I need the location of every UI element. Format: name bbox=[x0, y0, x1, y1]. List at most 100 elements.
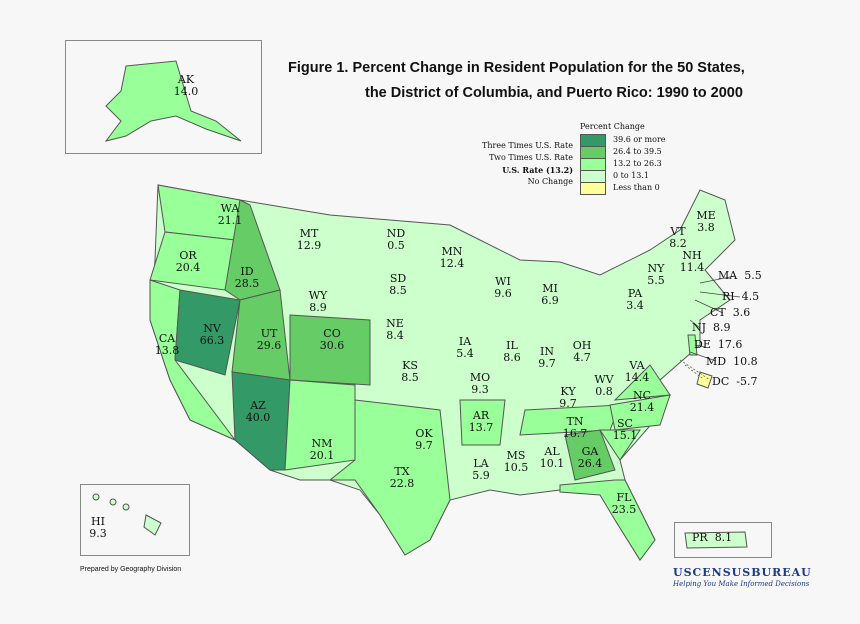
state-value: 30.6 bbox=[319, 339, 345, 352]
state-label-de: DE 17.6 bbox=[694, 339, 742, 351]
state-value: 20.4 bbox=[175, 261, 201, 274]
state-label-vt: VT 8.2 bbox=[669, 226, 687, 250]
state-value: 16.7 bbox=[562, 427, 588, 440]
state-label-sd: SD 8.5 bbox=[389, 273, 407, 297]
state-abbr: IL bbox=[506, 339, 518, 352]
state-abbr: NY bbox=[647, 262, 665, 275]
state-abbr: ID bbox=[240, 265, 254, 278]
title-line-2: the District of Columbia, and Puerto Ric… bbox=[365, 85, 743, 101]
state-abbr: DE bbox=[694, 338, 711, 351]
state-label-ma: MA 5.5 bbox=[718, 270, 762, 282]
state-value: 8.1 bbox=[714, 531, 733, 544]
state-abbr: SC bbox=[617, 417, 633, 430]
state-label-mo: MO 9.3 bbox=[470, 372, 490, 396]
state-label-tx: TX 22.8 bbox=[390, 466, 415, 490]
state-label-mt: MT 12.9 bbox=[297, 228, 322, 252]
state-value: 10.8 bbox=[733, 355, 758, 368]
legend-heading: Percent Change bbox=[580, 122, 645, 131]
state-value: 10.5 bbox=[503, 461, 529, 474]
state-abbr: GA bbox=[581, 445, 599, 458]
state-value: 22.8 bbox=[389, 477, 415, 490]
state-value: 40.0 bbox=[245, 411, 271, 424]
state-label-or: OR 20.4 bbox=[176, 250, 201, 274]
state-abbr: WA bbox=[220, 202, 240, 215]
state-value: 21.4 bbox=[629, 401, 655, 414]
state-value: 5.5 bbox=[647, 274, 665, 287]
legend-range: 26.4 to 39.5 bbox=[613, 147, 662, 156]
state-label-tn: TN 16.7 bbox=[563, 416, 588, 440]
state-label-ny: NY 5.5 bbox=[647, 263, 665, 287]
state-abbr: MT bbox=[299, 227, 319, 240]
state-value: 6.9 bbox=[541, 294, 559, 307]
state-value: 28.5 bbox=[234, 277, 260, 290]
state-value: 8.2 bbox=[669, 237, 687, 250]
state-label-ms: MS 10.5 bbox=[504, 450, 529, 474]
state-value: 29.6 bbox=[256, 339, 282, 352]
state-abbr: NJ bbox=[692, 321, 707, 334]
state-abbr: MA bbox=[718, 269, 738, 282]
state-value: 9.7 bbox=[415, 439, 433, 452]
state-value: 13.7 bbox=[468, 421, 494, 434]
state-abbr: WY bbox=[308, 289, 328, 302]
state-de bbox=[687, 334, 698, 356]
state-abbr: KY bbox=[560, 385, 576, 398]
state-label-ne: NE 8.4 bbox=[386, 318, 404, 342]
state-value: 5.5 bbox=[744, 269, 762, 282]
title-line-1: Figure 1. Percent Change in Resident Pop… bbox=[288, 60, 745, 76]
state-value: 66.3 bbox=[199, 334, 225, 347]
state-value: 4.5 bbox=[741, 290, 760, 303]
state-label-ri: RI 4.5 bbox=[722, 291, 759, 303]
state-abbr: NH bbox=[682, 249, 702, 262]
legend-label: Two Times U.S. Rate bbox=[489, 153, 573, 162]
state-label-ar: AR 13.7 bbox=[469, 410, 494, 434]
state-value: 3.4 bbox=[626, 299, 644, 312]
state-ga bbox=[564, 429, 616, 481]
state-label-il: IL 8.6 bbox=[503, 340, 521, 364]
state-abbr: OR bbox=[179, 249, 197, 262]
puerto-rico-inset bbox=[674, 522, 772, 558]
hawaii-shape bbox=[92, 493, 162, 536]
state-abbr: AK bbox=[177, 73, 195, 86]
state-abbr: NV bbox=[203, 322, 221, 335]
state-value: 3.6 bbox=[732, 306, 751, 319]
state-value: 15.1 bbox=[612, 429, 638, 442]
state-label-hi: HI 9.3 bbox=[89, 516, 107, 540]
state-abbr: VT bbox=[670, 225, 686, 238]
state-label-nh: NH 11.4 bbox=[680, 250, 705, 274]
state-value: 14.0 bbox=[173, 85, 199, 98]
state-label-sc: SC 15.1 bbox=[613, 418, 638, 442]
state-label-oh: OH 4.7 bbox=[573, 340, 592, 364]
state-label-pr: PR 8.1 bbox=[692, 532, 732, 544]
state-label-me: ME 3.8 bbox=[696, 210, 715, 234]
state-value: 23.5 bbox=[611, 503, 637, 516]
state-label-md: MD 10.8 bbox=[706, 356, 758, 368]
state-abbr: AZ bbox=[250, 399, 266, 412]
state-label-nv: NV 66.3 bbox=[200, 323, 225, 347]
legend-range: Less than 0 bbox=[613, 183, 660, 192]
state-abbr: AL bbox=[544, 445, 560, 458]
state-label-wy: WY 8.9 bbox=[309, 290, 328, 314]
state-ar bbox=[459, 399, 506, 446]
state-value: 14.4 bbox=[624, 371, 650, 384]
state-abbr: MI bbox=[542, 282, 558, 295]
state-abbr: PA bbox=[627, 287, 643, 300]
state-label-pa: PA 3.4 bbox=[626, 288, 644, 312]
state-label-wv: WV 0.8 bbox=[594, 374, 613, 398]
state-abbr: DC bbox=[712, 375, 730, 388]
state-label-ut: UT 29.6 bbox=[257, 328, 282, 352]
state-label-fl: FL 23.5 bbox=[612, 492, 637, 516]
state-label-ak: AK 14.0 bbox=[174, 74, 199, 98]
state-label-id: ID 28.5 bbox=[235, 266, 260, 290]
state-abbr: CO bbox=[323, 327, 341, 340]
state-value: 8.9 bbox=[309, 301, 327, 314]
state-value: 5.9 bbox=[472, 469, 490, 482]
legend-label: Three Times U.S. Rate bbox=[482, 141, 573, 150]
state-dc bbox=[696, 371, 713, 389]
state-abbr: TN bbox=[566, 415, 584, 428]
state-value: 8.5 bbox=[401, 371, 419, 384]
state-label-ga: GA 26.4 bbox=[578, 446, 603, 470]
census-logo: USCENSUSBUREAU bbox=[673, 566, 812, 579]
state-value: 8.6 bbox=[503, 351, 521, 364]
